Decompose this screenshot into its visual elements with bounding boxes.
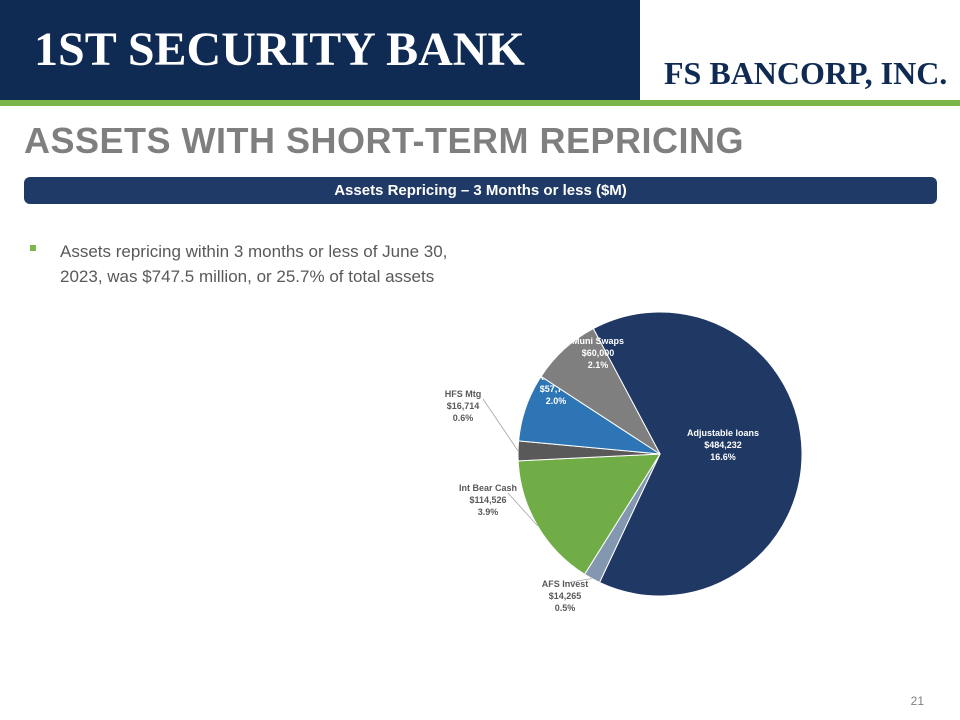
slice-percent: 3.9% [478,507,499,517]
bank-logo: 1ST SECURITY BANK [34,23,525,76]
header-right-panel [640,0,960,100]
pie-slice-int-bear-cash [517,453,661,576]
slice-value: $484,232 [704,440,742,450]
slice-label: AFS Invest [542,579,589,589]
slice-percent: 2.0% [546,396,567,406]
slice-value: $16,714 [447,401,480,411]
slice-value: $114,526 [469,495,506,505]
slice-label: Int Bear Cash [459,483,517,493]
slice-label: HFS Mtg [445,389,482,399]
pie-slice-muni-swaps [540,327,661,455]
slice-label: Adjustable loans [687,428,759,438]
chart-title-banner: Assets Repricing – 3 Months or less ($M) [24,177,937,204]
slice-label: Muni Swaps [572,336,624,346]
chart-title: Assets Repricing – 3 Months or less ($M) [334,182,627,199]
leader-line [482,398,519,452]
slice-percent: 0.5% [555,603,576,613]
slice-value: $57,768 [540,384,573,394]
slide-title: ASSETS WITH SHORT-TERM REPRICING [24,120,745,161]
slice-percent: 0.6% [453,413,474,423]
pie-slice-adjustable-loans [592,311,803,597]
header-bar [0,0,640,100]
leader-line [507,492,538,527]
bullet-text: Assets repricing within 3 months or less… [60,242,448,286]
leader-line [564,578,592,584]
parent-company-logo: FS BANCORP, INC. [664,55,948,91]
slice-percent: 2.1% [588,360,609,370]
bullet-square-icon [30,245,36,251]
slice-value: $60,000 [582,348,615,358]
slice-value: $14,265 [549,591,582,601]
header-accent-rule [0,100,960,106]
page-number: 21 [910,694,924,708]
slice-percent: 16.6% [710,452,736,462]
